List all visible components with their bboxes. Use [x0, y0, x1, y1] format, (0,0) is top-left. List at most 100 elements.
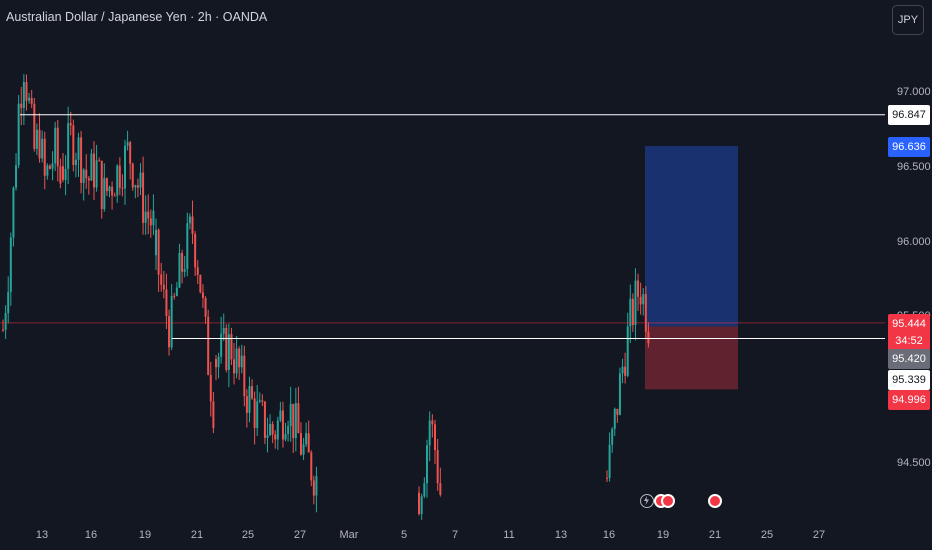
candle	[626, 326, 629, 376]
candle	[72, 125, 75, 166]
candle	[113, 195, 116, 197]
candle	[245, 396, 248, 413]
candle	[418, 492, 420, 515]
candle	[431, 420, 434, 425]
candle	[85, 169, 88, 179]
candle	[136, 185, 139, 188]
candle	[274, 434, 277, 440]
candle	[80, 137, 83, 183]
candle	[222, 327, 225, 334]
support-price-label: 95.339	[888, 370, 930, 390]
candle	[217, 356, 220, 368]
y-tick: 97.000	[897, 86, 931, 98]
candle	[436, 449, 439, 484]
candle	[279, 410, 282, 421]
candle	[642, 294, 645, 305]
target-icon[interactable]	[708, 494, 722, 508]
chart-canvas[interactable]	[0, 0, 885, 522]
candle	[269, 423, 272, 436]
candle	[253, 398, 256, 428]
candle	[188, 216, 191, 224]
candle	[9, 237, 12, 292]
candle	[170, 295, 173, 348]
x-tick: 27	[293, 529, 307, 541]
candle	[62, 166, 64, 180]
candle	[121, 187, 124, 189]
x-tick: 13	[554, 529, 568, 541]
candle	[428, 420, 431, 446]
price-axis[interactable]: 97.000 96.500 96.000 95.500 94.500	[885, 0, 932, 522]
candle	[439, 483, 442, 495]
candle	[12, 187, 15, 238]
candle	[611, 428, 614, 445]
candle	[423, 483, 426, 497]
candle	[64, 168, 67, 180]
candle	[30, 97, 33, 104]
candle	[621, 366, 624, 374]
candle	[69, 123, 72, 126]
candle	[191, 216, 194, 234]
candle	[258, 400, 261, 402]
x-tick: 5	[400, 529, 408, 541]
candle	[59, 166, 62, 184]
candle	[181, 252, 184, 272]
x-tick: 13	[35, 529, 49, 541]
lightning-icon[interactable]	[640, 494, 654, 508]
candle	[238, 348, 241, 368]
candle	[624, 366, 627, 376]
candle	[307, 433, 310, 453]
candle	[168, 316, 171, 348]
candle	[634, 280, 637, 325]
candle	[74, 159, 77, 166]
target-icon[interactable]	[661, 494, 675, 508]
candle	[43, 138, 46, 176]
candle	[312, 480, 315, 496]
time-axis[interactable]: 13 16 19 21 25 27 Mar 5 7 11 13 16 19 21…	[0, 522, 885, 550]
candle	[7, 291, 10, 314]
candle	[299, 433, 302, 455]
x-tick: 19	[656, 529, 670, 541]
candle	[149, 218, 152, 226]
candle	[294, 403, 297, 439]
x-tick: 27	[812, 529, 826, 541]
x-tick: 16	[84, 529, 98, 541]
candle	[105, 178, 108, 192]
x-tick: 21	[708, 529, 722, 541]
candle	[108, 186, 111, 192]
stop-zone	[645, 326, 738, 390]
candle	[194, 233, 197, 268]
candle	[142, 172, 145, 223]
candle	[201, 292, 204, 299]
candle	[129, 142, 132, 164]
candle	[629, 298, 632, 327]
x-tick: 11	[503, 529, 515, 541]
candle	[46, 165, 49, 176]
candle	[644, 294, 647, 332]
candle	[618, 373, 621, 415]
candle	[263, 401, 266, 438]
currency-button[interactable]: JPY	[892, 5, 924, 35]
candle	[118, 165, 121, 188]
price-chart[interactable]	[0, 0, 885, 522]
entry-price-label: 95.420	[888, 349, 930, 369]
candle	[209, 374, 212, 402]
candle	[199, 274, 202, 293]
candle	[87, 178, 90, 181]
candle	[77, 137, 80, 160]
y-tick: 96.000	[897, 236, 931, 248]
candle	[162, 284, 165, 290]
candle	[124, 145, 126, 189]
candle	[281, 410, 284, 440]
candle	[54, 127, 57, 164]
candle	[240, 355, 243, 368]
candle	[152, 210, 155, 226]
candle	[90, 153, 93, 181]
candle	[212, 401, 215, 429]
target-zone	[645, 146, 738, 327]
candle	[4, 313, 7, 330]
bar-countdown-label: 34:52	[888, 331, 930, 351]
candle	[56, 127, 59, 167]
y-tick: 96.500	[897, 161, 931, 173]
x-tick: 19	[138, 529, 152, 541]
candle	[637, 280, 640, 297]
